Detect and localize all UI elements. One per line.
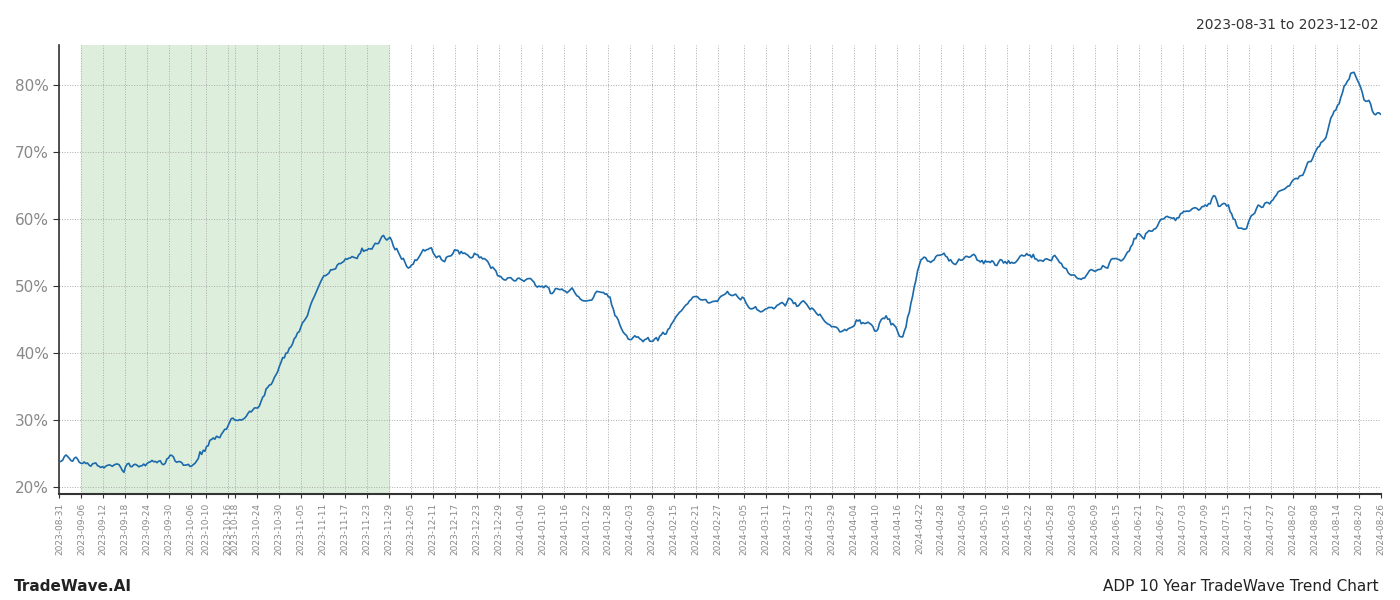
Text: 2023-08-31 to 2023-12-02: 2023-08-31 to 2023-12-02 bbox=[1197, 18, 1379, 32]
Text: TradeWave.AI: TradeWave.AI bbox=[14, 579, 132, 594]
Bar bbox=[81, 45, 389, 494]
Text: ADP 10 Year TradeWave Trend Chart: ADP 10 Year TradeWave Trend Chart bbox=[1103, 579, 1379, 594]
